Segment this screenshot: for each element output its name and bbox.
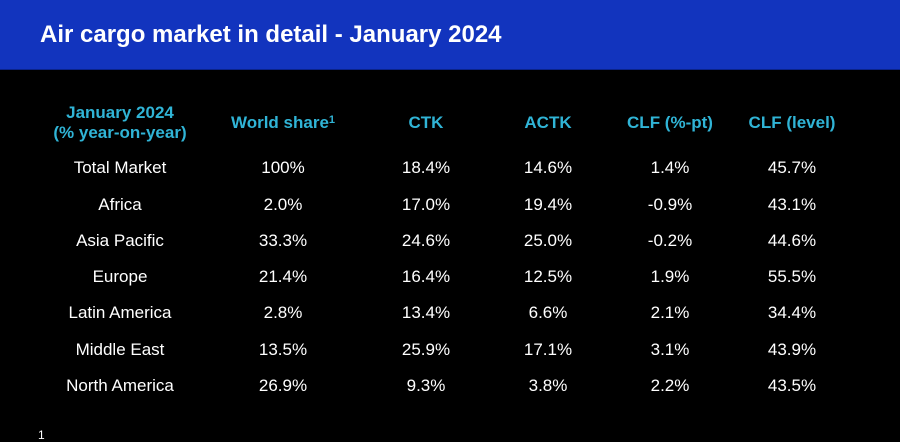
ctk-cell: 16.4% [401, 267, 451, 286]
region-cell: Asia Pacific [76, 231, 164, 250]
col-header-clf-pt: CLF (%-pt) [580, 113, 760, 133]
clf-pt-cell: -0.2% [647, 231, 693, 250]
world-share-cell: 2.8% [263, 303, 303, 322]
ctk-cell: 13.4% [401, 303, 451, 322]
clf-level-cell: 44.6% [767, 231, 817, 250]
col-header-label: World share [230, 113, 329, 132]
world-share-cell: 2.0% [263, 195, 303, 214]
actk-cell: 17.1% [523, 340, 573, 359]
region-cell: Africa [98, 195, 142, 214]
world-share-cell: 21.4% [258, 267, 308, 286]
ctk-cell: 17.0% [401, 195, 451, 214]
col-header-clf-level: CLF (level) [702, 113, 882, 133]
ctk-cell: 24.6% [401, 231, 451, 250]
page-title: Air cargo market in detail - January 202… [40, 21, 502, 48]
col-header-label: ACTK [524, 113, 572, 132]
col-header-ctk: CTK [336, 113, 516, 133]
col-header-period: January 2024 (% year-on-year) [30, 103, 210, 143]
world-share-cell: 33.3% [258, 231, 308, 250]
ctk-cell: 18.4% [401, 158, 451, 177]
world-share-cell: 13.5% [258, 340, 308, 359]
clf-level-cell: 45.7% [767, 158, 817, 177]
actk-cell: 3.8% [528, 376, 568, 395]
region-cell: Europe [92, 267, 148, 286]
footnote-marker: 1 [328, 114, 336, 126]
clf-pt-cell: -0.9% [647, 195, 693, 214]
col-header-label: CLF (level) [748, 113, 836, 132]
region-cell: Middle East [75, 340, 165, 359]
actk-cell: 14.6% [523, 158, 573, 177]
clf-level-cell: 55.5% [767, 267, 817, 286]
clf-pt-cell: 1.9% [650, 267, 690, 286]
region-cell: North America [66, 376, 174, 395]
actk-cell: 12.5% [523, 267, 573, 286]
col-header-world-share: World share1 [193, 113, 373, 133]
world-share-cell: 26.9% [258, 376, 308, 395]
clf-pt-cell: 1.4% [650, 158, 690, 177]
clf-level-cell: 34.4% [767, 303, 817, 322]
title-banner: Air cargo market in detail - January 202… [0, 0, 900, 70]
ctk-cell: 9.3% [406, 376, 446, 395]
col-header-label: CLF (%-pt) [627, 113, 713, 132]
world-share-cell: 100% [261, 158, 305, 177]
region-cell: Latin America [68, 303, 172, 322]
actk-cell: 6.6% [528, 303, 568, 322]
region-cell: Total Market [73, 158, 167, 177]
clf-pt-cell: 3.1% [650, 340, 690, 359]
footnote: 1 [38, 428, 45, 442]
actk-cell: 25.0% [523, 231, 573, 250]
col-header-label: CTK [408, 113, 444, 132]
col-header-label: January 2024 [66, 103, 174, 122]
actk-cell: 19.4% [523, 195, 573, 214]
clf-level-cell: 43.9% [767, 340, 817, 359]
col-header-sublabel: (% year-on-year) [53, 123, 187, 142]
ctk-cell: 25.9% [401, 340, 451, 359]
clf-level-cell: 43.5% [767, 376, 817, 395]
clf-pt-cell: 2.1% [650, 303, 690, 322]
col-header-actk: ACTK [458, 113, 638, 133]
clf-level-cell: 43.1% [767, 195, 817, 214]
clf-pt-cell: 2.2% [650, 376, 690, 395]
